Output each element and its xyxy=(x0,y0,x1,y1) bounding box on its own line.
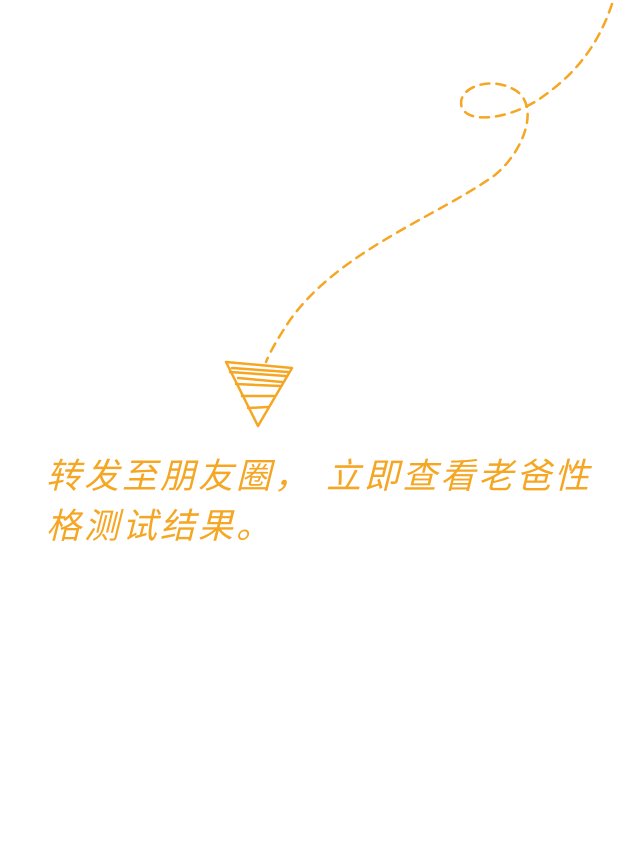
share-hint-text: 转发至朋友圈， 立即查看老爸性格测试结果。 xyxy=(46,457,593,547)
dashed-loop-arrow-icon xyxy=(224,2,614,428)
